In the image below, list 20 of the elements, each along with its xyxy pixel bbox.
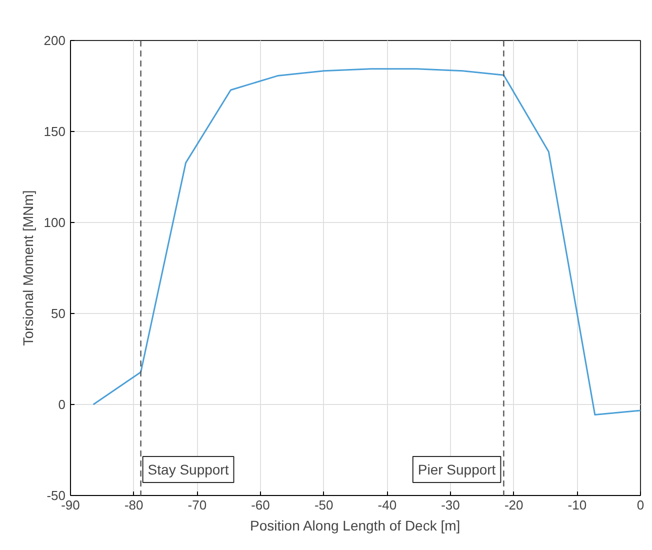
- x-tick-label: -40: [378, 498, 397, 512]
- y-tick-label: -50: [46, 488, 66, 503]
- x-tick-label: -70: [188, 498, 207, 512]
- x-tick-label: -30: [441, 498, 460, 512]
- x-tick-label: -10: [568, 498, 587, 512]
- x-tick-label: -80: [124, 498, 144, 512]
- x-tick-label: -50: [314, 498, 334, 512]
- ref-line-label: Pier Support: [418, 462, 496, 478]
- y-tick-label: 0: [58, 397, 66, 412]
- y-tick-label: 50: [51, 306, 66, 321]
- y-tick-label: 100: [44, 215, 66, 230]
- y-tick-label: 200: [44, 33, 66, 48]
- line-series: [92, 68, 640, 416]
- x-axis-title: Position Along Length of Deck [m]: [250, 518, 460, 534]
- ref-line-label: Stay Support: [148, 462, 229, 478]
- x-tick-label: 0: [636, 498, 644, 512]
- y-axis-title: Torsional Moment [MNm]: [20, 190, 36, 346]
- y-tick-label: 150: [44, 124, 66, 139]
- x-tick-label: -20: [504, 498, 524, 512]
- x-tick-label: -60: [251, 498, 270, 512]
